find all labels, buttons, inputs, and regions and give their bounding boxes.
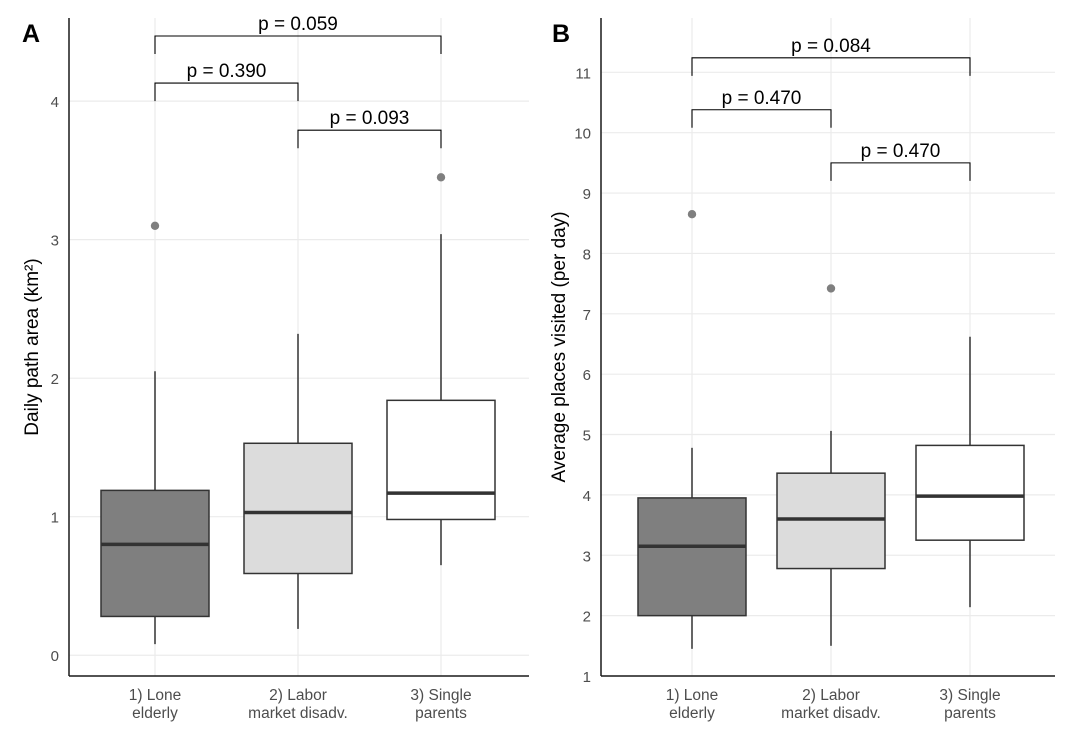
box-iqr	[243, 442, 353, 575]
bracket-line	[691, 57, 971, 76]
y-tick-label: 4	[583, 488, 591, 505]
box-3	[915, 336, 1025, 608]
comparison-bracket: p = 0.470	[691, 88, 832, 128]
y-tick-label: 2	[583, 609, 591, 626]
y-tick-label: 7	[583, 307, 591, 324]
p-value-label: p = 0.470	[861, 141, 941, 162]
y-tick-label: 2	[51, 371, 59, 388]
p-value-label: p = 0.084	[791, 36, 871, 57]
box-iqr	[386, 399, 496, 521]
panel-b: 1 2 3 4 5 6 7 8 9 10 11 Average places visited (per…	[549, 18, 1055, 722]
p-value-label: p = 0.093	[330, 108, 410, 129]
y-tick-label: 3	[583, 548, 591, 565]
outlier-point	[687, 209, 697, 219]
box-1	[100, 221, 210, 645]
x-tick-label: elderly	[132, 705, 178, 722]
box-2	[776, 284, 886, 646]
y-tick-label: 6	[583, 367, 591, 384]
y-axis-title: Average places visited (per day)	[549, 211, 570, 482]
p-value-label: p = 0.390	[187, 61, 267, 82]
x-tick-label: 1) Lone	[129, 687, 182, 704]
y-tick-label: 1	[51, 510, 59, 527]
x-tick-label: 3) Single	[410, 687, 471, 704]
y-tick-label: 11	[575, 65, 591, 82]
y-tick-label: 4	[51, 94, 59, 111]
x-tick-label: parents	[415, 705, 467, 722]
outlier-point	[436, 173, 446, 182]
y-tick-label: 10	[574, 126, 591, 143]
comparison-bracket: p = 0.084	[691, 36, 971, 76]
outlier-point	[826, 284, 836, 293]
comparison-bracket: p = 0.390	[154, 61, 299, 102]
x-tick-label: 3) Single	[939, 687, 1000, 704]
y-tick-label: 0	[51, 648, 59, 665]
y-tick-label: 8	[583, 246, 591, 263]
box-iqr	[915, 444, 1025, 541]
x-tick-label: 2) Labor	[802, 687, 860, 704]
box-1	[637, 209, 747, 649]
x-tick-label: 1) Lone	[666, 687, 719, 704]
box-iqr	[100, 489, 210, 618]
y-axis-title: Daily path area (km²)	[22, 258, 43, 435]
box-2	[243, 333, 353, 629]
x-tick-label: 2) Labor	[269, 687, 327, 704]
bracket-line	[154, 82, 299, 102]
comparison-bracket: p = 0.093	[297, 108, 442, 149]
bracket-line	[691, 109, 832, 128]
y-tick-label: 1	[583, 669, 591, 686]
panel-a: 0 1 2 3 4 Daily path area (km²) A 1) Loneelderl…	[22, 14, 529, 722]
comparison-bracket: p = 0.059	[154, 14, 442, 55]
y-tick-label: 9	[583, 186, 591, 203]
comparison-bracket: p = 0.470	[830, 141, 971, 181]
box-iqr	[637, 497, 747, 617]
bracket-line	[297, 129, 442, 149]
bracket-line	[154, 35, 442, 55]
x-tick-label: market disadv.	[781, 705, 881, 722]
panel-label: B	[552, 20, 570, 48]
y-tick-label: 3	[51, 233, 59, 250]
bracket-line	[830, 162, 971, 181]
panel-label: A	[22, 20, 40, 48]
x-tick-label: market disadv.	[248, 705, 348, 722]
x-tick-label: parents	[944, 705, 996, 722]
p-value-label: p = 0.470	[722, 88, 802, 109]
outlier-point	[150, 221, 160, 230]
box-iqr	[776, 472, 886, 570]
p-value-label: p = 0.059	[258, 14, 338, 35]
y-tick-label: 5	[583, 428, 591, 445]
x-tick-label: elderly	[669, 705, 715, 722]
box-3	[386, 173, 496, 566]
